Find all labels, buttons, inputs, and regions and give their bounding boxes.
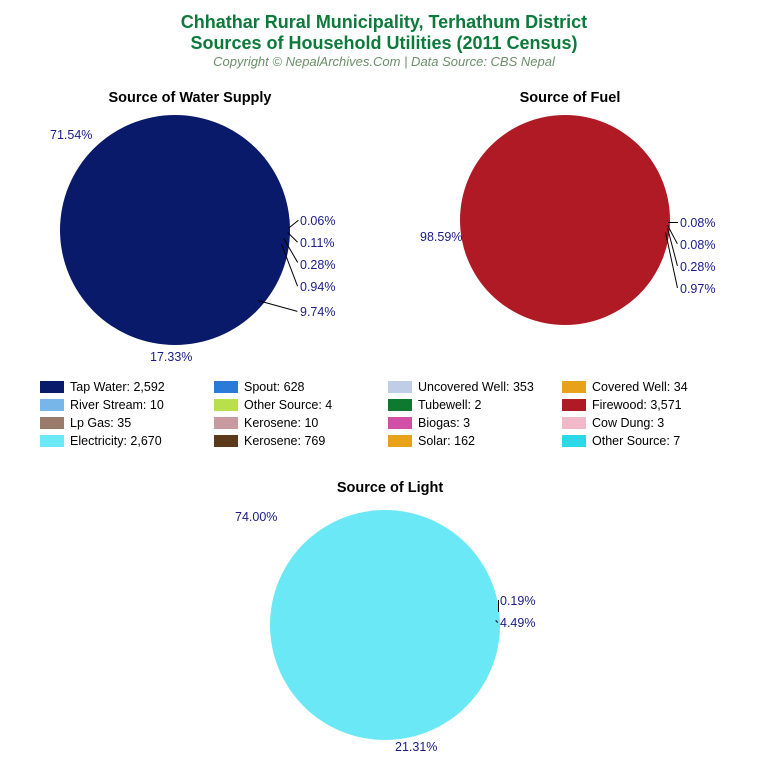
legend-swatch xyxy=(214,381,238,393)
pct-label: 98.59% xyxy=(420,230,462,244)
legend-label: Kerosene: 10 xyxy=(244,416,318,430)
legend-label: River Stream: 10 xyxy=(70,398,164,412)
pct-label: 74.00% xyxy=(235,510,277,524)
legend-swatch xyxy=(562,435,586,447)
legend-item: Other Source: 4 xyxy=(214,398,380,412)
legend-label: Lp Gas: 35 xyxy=(70,416,131,430)
legend-item: Tubewell: 2 xyxy=(388,398,554,412)
legend-item: Kerosene: 769 xyxy=(214,434,380,448)
leader-line xyxy=(668,222,678,223)
legend-label: Tubewell: 2 xyxy=(418,398,481,412)
legend-item: Biogas: 3 xyxy=(388,416,554,430)
fuel-pie xyxy=(460,115,670,325)
fuel-chart-title: Source of Fuel xyxy=(430,90,710,106)
legend-swatch xyxy=(40,399,64,411)
pct-label: 71.54% xyxy=(50,128,92,142)
legend-swatch xyxy=(40,435,64,447)
copyright: Copyright © NepalArchives.Com | Data Sou… xyxy=(0,54,768,69)
legend-item: River Stream: 10 xyxy=(40,398,206,412)
legend-item: Covered Well: 34 xyxy=(562,380,728,394)
legend-swatch xyxy=(562,399,586,411)
legend-item: Cow Dung: 3 xyxy=(562,416,728,430)
legend-swatch xyxy=(214,399,238,411)
pct-label: 0.08% xyxy=(680,216,715,230)
legend-swatch xyxy=(388,399,412,411)
legend-swatch xyxy=(40,381,64,393)
legend-item: Uncovered Well: 353 xyxy=(388,380,554,394)
legend-swatch xyxy=(562,381,586,393)
legend-swatch xyxy=(388,435,412,447)
pct-label: 9.74% xyxy=(300,305,335,319)
pct-label: 0.19% xyxy=(500,594,535,608)
legend-label: Solar: 162 xyxy=(418,434,475,448)
legend-label: Covered Well: 34 xyxy=(592,380,688,394)
legend-swatch xyxy=(562,417,586,429)
legend-label: Uncovered Well: 353 xyxy=(418,380,534,394)
legend-label: Spout: 628 xyxy=(244,380,304,394)
legend-label: Other Source: 7 xyxy=(592,434,680,448)
legend-label: Electricity: 2,670 xyxy=(70,434,162,448)
legend-item: Spout: 628 xyxy=(214,380,380,394)
leader-line xyxy=(258,300,298,312)
legend-item: Firewood: 3,571 xyxy=(562,398,728,412)
legend-item: Electricity: 2,670 xyxy=(40,434,206,448)
legend-label: Tap Water: 2,592 xyxy=(70,380,165,394)
legend-label: Other Source: 4 xyxy=(244,398,332,412)
pct-label: 4.49% xyxy=(500,616,535,630)
pct-label: 0.94% xyxy=(300,280,335,294)
light-chart-title: Source of Light xyxy=(250,480,530,496)
pct-label: 0.11% xyxy=(300,236,335,250)
pct-label: 0.06% xyxy=(300,214,335,228)
legend-swatch xyxy=(40,417,64,429)
pct-label: 0.97% xyxy=(680,282,715,296)
legend-label: Cow Dung: 3 xyxy=(592,416,664,430)
legend-item: Solar: 162 xyxy=(388,434,554,448)
legend-item: Other Source: 7 xyxy=(562,434,728,448)
legend-item: Tap Water: 2,592 xyxy=(40,380,206,394)
legend-item: Lp Gas: 35 xyxy=(40,416,206,430)
legend-label: Kerosene: 769 xyxy=(244,434,325,448)
light-pie xyxy=(270,510,500,740)
water-chart-title: Source of Water Supply xyxy=(40,90,340,106)
pct-label: 17.33% xyxy=(150,350,192,364)
pct-label: 0.28% xyxy=(680,260,715,274)
pct-label: 0.08% xyxy=(680,238,715,252)
water-pie xyxy=(60,115,290,345)
title-line1: Chhathar Rural Municipality, Terhathum D… xyxy=(0,12,768,33)
pct-label: 21.31% xyxy=(395,740,437,754)
legend-swatch xyxy=(388,417,412,429)
legend-item: Kerosene: 10 xyxy=(214,416,380,430)
legend-label: Biogas: 3 xyxy=(418,416,470,430)
legend-swatch xyxy=(214,435,238,447)
legend-swatch xyxy=(388,381,412,393)
legend-label: Firewood: 3,571 xyxy=(592,398,682,412)
legend-swatch xyxy=(214,417,238,429)
leader-line xyxy=(498,600,499,612)
pct-label: 0.28% xyxy=(300,258,335,272)
legend: Tap Water: 2,592 Spout: 628 Uncovered Well… xyxy=(40,380,728,448)
title-line2: Sources of Household Utilities (2011 Cen… xyxy=(0,33,768,54)
